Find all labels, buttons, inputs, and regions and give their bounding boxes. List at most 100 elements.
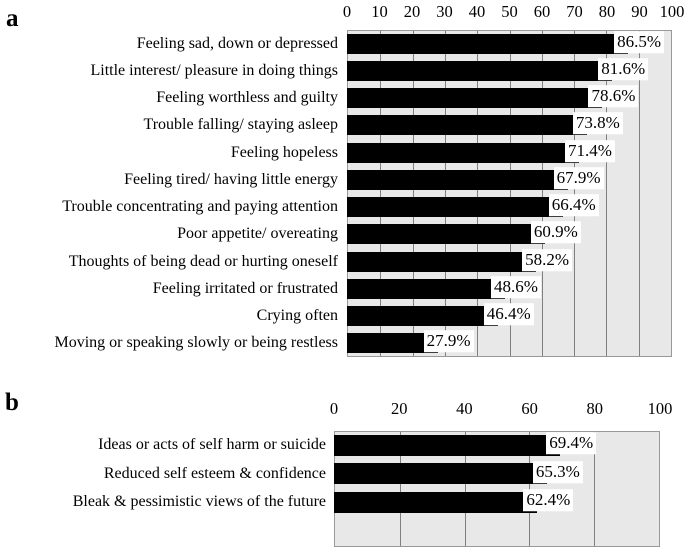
bar-track: 46.4% [347, 303, 672, 330]
gridline [606, 31, 608, 356]
axis-tick: 50 [501, 2, 518, 21]
category-label: Feeling irritated or frustrated [152, 279, 338, 297]
bar-row: Poor appetite/ overeating 60.9% [0, 221, 672, 248]
gridline [594, 432, 596, 546]
value-label: 65.3% [532, 460, 583, 483]
value-label: 48.6% [490, 276, 541, 299]
bar-track: 67.9% [347, 166, 672, 193]
axis-tick: 90 [631, 2, 648, 21]
category-label: Feeling worthless and guilty [156, 89, 338, 107]
value-label: 69.4% [546, 432, 597, 455]
bar-row: Reduced self esteem & confidence 65.3% [0, 460, 660, 489]
value-label: 81.6% [598, 58, 649, 81]
bar-track: 73.8% [347, 112, 672, 139]
value-label: 58.2% [522, 248, 573, 271]
axis-tick: 80 [586, 399, 604, 418]
category-label: Moving or speaking slowly or being restl… [54, 334, 338, 352]
bar-track: 48.6% [347, 275, 672, 302]
category-label: Feeling hopeless [230, 143, 338, 161]
axis-tick: 0 [342, 2, 352, 21]
category-label: Feeling tired/ having little energy [124, 170, 338, 188]
bar-row: Feeling tired/ having little energy 67.9% [0, 166, 672, 193]
axis-tick: 10 [371, 2, 388, 21]
value-label: 62.4% [523, 489, 574, 512]
bar-row: Feeling worthless and guilty 78.6% [0, 85, 672, 112]
category-label: Reduced self esteem & confidence [103, 464, 326, 482]
panel-a-plot-area [347, 30, 672, 357]
category-label: Trouble concentrating and paying attenti… [62, 198, 338, 216]
bar-track: 81.6% [347, 57, 672, 84]
panel-a-letter: a [6, 5, 19, 32]
bar-row: Crying often 46.4% [0, 303, 672, 330]
bar [334, 434, 561, 456]
bar [347, 33, 629, 54]
panel-a-bars: Feeling sad, down or depressed 86.5% Littl… [0, 30, 672, 357]
value-label: 66.4% [548, 194, 599, 217]
bar-row: Feeling sad, down or depressed 86.5% [0, 30, 672, 57]
gridline [444, 31, 446, 356]
gridline [509, 31, 511, 356]
bar-row: Little interest/ pleasure in doing thing… [0, 57, 672, 84]
gridline [464, 432, 466, 546]
gridline [412, 31, 414, 356]
axis-tick: 60 [533, 2, 551, 21]
value-label: 46.4% [483, 303, 534, 326]
bar-row: Moving or speaking slowly or being restl… [0, 330, 672, 357]
bar [347, 306, 498, 327]
gridline [541, 31, 543, 356]
axis-tick: 100 [659, 2, 685, 21]
axis-tick: 70 [566, 2, 583, 21]
bar-track: 27.9% [347, 330, 672, 357]
bar [347, 60, 613, 81]
axis-tick: 60 [521, 399, 538, 418]
axis-tick: 30 [436, 2, 453, 21]
panel-b: b 0 20 40 60 80 100 Ideas or acts of self har… [5, 389, 673, 547]
bar-row: Feeling hopeless 71.4% [0, 139, 672, 166]
bar [347, 88, 603, 109]
bar [347, 197, 563, 218]
category-label: Ideas or acts of self harm or suicide [98, 436, 326, 454]
panel-a: a 0 10 20 30 40 50 60 70 80 90 100 Feeling sad, do… [0, 2, 685, 357]
bar-track: 66.4% [347, 194, 672, 221]
gridline [477, 31, 479, 356]
gridline [574, 31, 576, 356]
panel-b-axis: 0 20 40 60 80 100 [330, 399, 673, 419]
bar [347, 251, 537, 272]
bar-track: 86.5% [347, 30, 672, 57]
category-label: Crying often [256, 307, 338, 325]
value-label: 27.9% [423, 330, 474, 353]
bar [347, 115, 587, 136]
panel-b-bars: Ideas or acts of self harm or suicide 69.… [0, 431, 660, 547]
bar-row: Trouble concentrating and paying attenti… [0, 194, 672, 221]
bar-track: 71.4% [347, 139, 672, 166]
panel-b-letter: b [5, 389, 19, 416]
bar-row: Thoughts of being dead or hurting onesel… [0, 248, 672, 275]
gridline [638, 31, 640, 356]
value-label: 86.5% [614, 30, 665, 53]
bar [347, 224, 545, 245]
gridline [529, 432, 531, 546]
panel-a-axis: 0 10 20 30 40 50 60 70 80 90 100 [343, 2, 685, 22]
bar [347, 142, 580, 163]
value-label: 67.9% [553, 167, 604, 190]
bar-row: Bleak & pessimistic views of the future 6… [0, 488, 660, 517]
bar [347, 333, 438, 354]
axis-tick: 80 [598, 2, 616, 21]
bar [347, 169, 568, 190]
bar-row: Ideas or acts of self harm or suicide 69.… [0, 431, 660, 460]
value-label: 60.9% [530, 221, 581, 244]
axis-tick: 0 [329, 399, 339, 418]
bar [347, 278, 505, 299]
bar-track: 60.9% [347, 221, 672, 248]
value-label: 71.4% [565, 139, 615, 162]
bar-track: 69.4% [334, 431, 660, 460]
bar-row: Trouble falling/ staying asleep 73.8% [0, 112, 672, 139]
bar-row: Feeling irritated or frustrated 48.6% [0, 275, 672, 302]
gridline [399, 432, 401, 546]
category-label: Trouble falling/ staying asleep [143, 116, 339, 134]
axis-tick: 40 [468, 2, 486, 21]
axis-tick: 40 [456, 399, 473, 418]
category-label: Thoughts of being dead or hurting onesel… [68, 252, 338, 270]
bar-track: 78.6% [347, 85, 672, 112]
category-label: Bleak & pessimistic views of the future [72, 493, 326, 511]
